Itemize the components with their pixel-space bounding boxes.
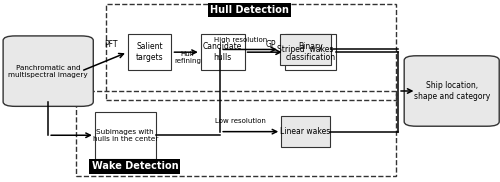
Text: Hull Detection: Hull Detection: [210, 5, 289, 15]
Text: Subimages with
hulls in the center: Subimages with hulls in the center: [92, 129, 158, 142]
FancyBboxPatch shape: [285, 34, 336, 70]
Text: Linear wakes: Linear wakes: [280, 127, 330, 136]
FancyBboxPatch shape: [94, 112, 156, 159]
Text: Wake Detection: Wake Detection: [92, 161, 178, 171]
Bar: [106, 4, 396, 100]
Text: Candidate
hulls: Candidate hulls: [203, 42, 242, 62]
Text: Salient
targets: Salient targets: [136, 42, 164, 62]
Text: Hull
refining: Hull refining: [174, 51, 201, 64]
Text: Striped  wakes: Striped wakes: [278, 45, 334, 54]
FancyBboxPatch shape: [128, 34, 172, 70]
FancyBboxPatch shape: [404, 56, 499, 126]
Text: Low resolution: Low resolution: [215, 118, 266, 124]
Text: GP: GP: [265, 40, 276, 50]
Text: Binary
classification: Binary classification: [286, 42, 336, 62]
FancyBboxPatch shape: [281, 116, 330, 147]
Text: High resolution: High resolution: [214, 37, 268, 43]
FancyBboxPatch shape: [3, 36, 94, 106]
Bar: [76, 91, 396, 176]
FancyBboxPatch shape: [280, 34, 331, 65]
Text: Ship location,
shape and category: Ship location, shape and category: [414, 81, 490, 101]
FancyBboxPatch shape: [200, 34, 244, 70]
Text: Panchromatic and
multispectral imagery: Panchromatic and multispectral imagery: [8, 65, 88, 78]
Text: PFT: PFT: [104, 40, 118, 50]
